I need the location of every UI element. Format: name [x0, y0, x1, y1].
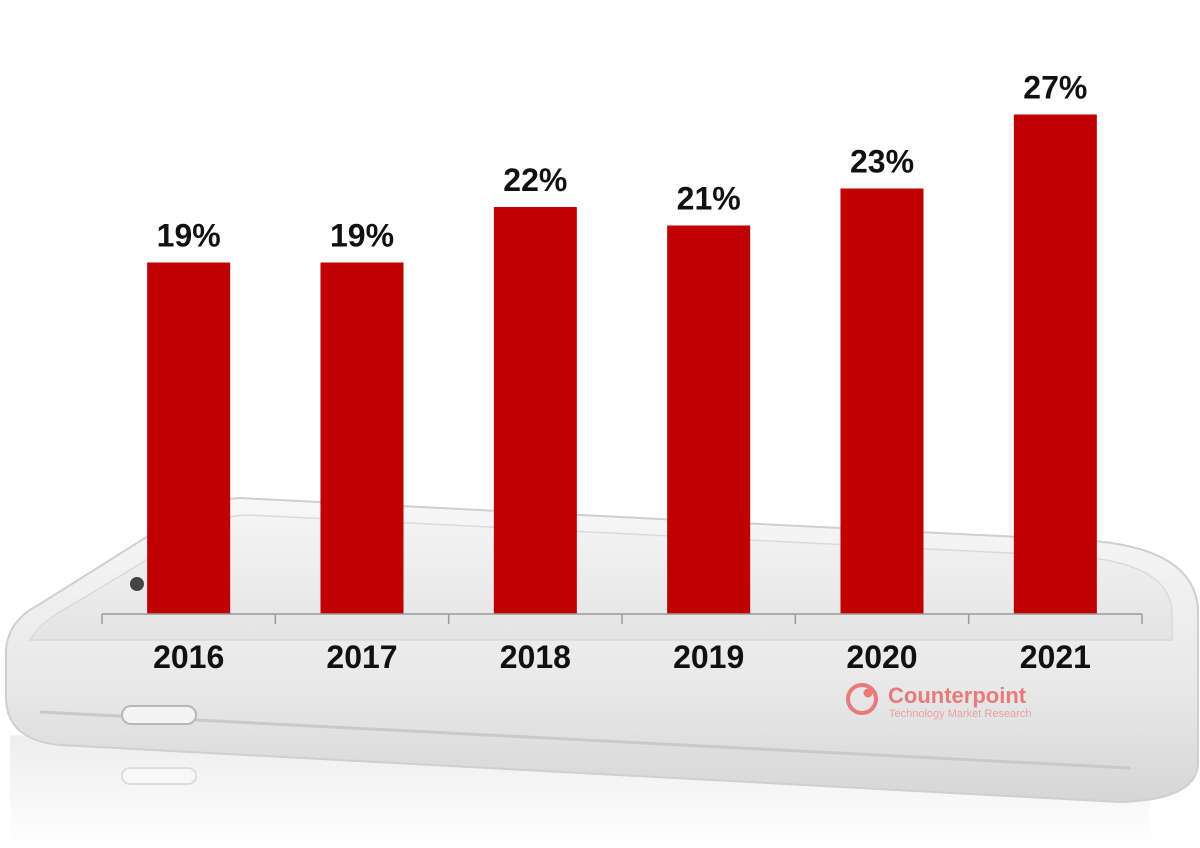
bars-group: [147, 114, 1097, 614]
counterpoint-logo: Counterpoint Technology Market Research: [846, 683, 1031, 720]
x-axis: [101, 613, 1143, 624]
bar-2021: [1013, 114, 1097, 614]
bar-2019: [667, 225, 751, 614]
x-tick-label-2018: 2018: [500, 639, 571, 675]
phone-home-button-reflection: [121, 767, 197, 785]
bar-value-label-2020: 23%: [850, 144, 914, 180]
x-tick-label-2019: 2019: [673, 639, 744, 675]
bar-value-label-2018: 22%: [503, 162, 567, 198]
bar-value-label-2021: 27%: [1023, 70, 1087, 106]
phone-camera: [130, 577, 144, 591]
bar-value-label-2016: 19%: [157, 218, 221, 254]
bar-2016: [147, 262, 231, 614]
bar-value-label-2019: 21%: [677, 181, 741, 217]
x-tick-label-2016: 2016: [153, 639, 224, 675]
bar-2018: [493, 207, 577, 614]
phone-reflection: [10, 735, 1150, 848]
logo-name: Counterpoint: [888, 683, 1027, 708]
bar-2017: [320, 262, 404, 614]
tick-labels-group: 2016 2017 2018 2019 2020 2021: [153, 639, 1091, 675]
value-labels-group: 19% 19% 22% 21% 23% 27%: [157, 70, 1088, 254]
bar-2020: [840, 188, 924, 614]
phone-home-button: [121, 705, 197, 725]
x-tick-label-2021: 2021: [1020, 639, 1091, 675]
bar-value-label-2017: 19%: [330, 218, 394, 254]
logo-tagline: Technology Market Research: [889, 708, 1031, 720]
x-tick-label-2017: 2017: [326, 639, 397, 675]
x-tick-label-2020: 2020: [846, 639, 917, 675]
phone-edge: [39, 710, 1131, 770]
counterpoint-logo-mark: [846, 683, 878, 715]
